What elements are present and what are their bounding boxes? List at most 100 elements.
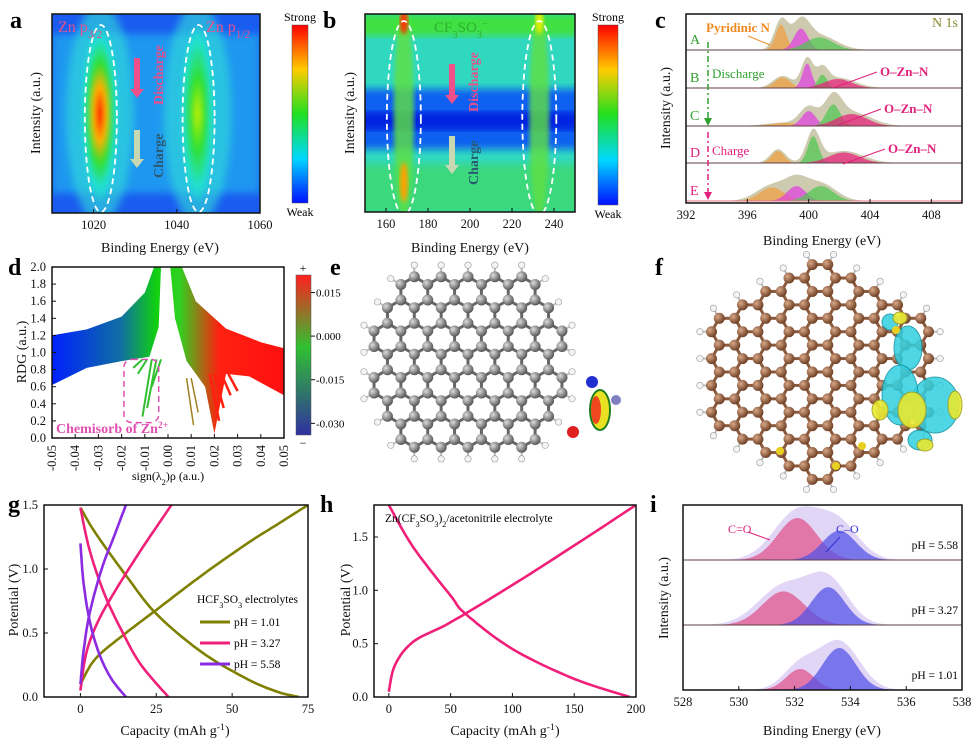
x-axis-label-part: )	[555, 724, 560, 739]
carbon-atom	[381, 364, 393, 376]
carbon-atom	[408, 410, 420, 422]
hydrogen-atom	[360, 395, 368, 403]
x-axis-label-part: Capacity (mAh g	[120, 724, 216, 739]
spike-points	[190, 378, 199, 413]
hydrogen-atom	[410, 455, 418, 463]
carbon-atom	[408, 364, 420, 376]
carbon-atom	[502, 341, 514, 352]
colorbar	[291, 24, 309, 204]
y-tick-label-part: 1.0	[30, 346, 46, 360]
carbon-atom	[775, 312, 787, 324]
positive-lambda-points	[170, 267, 284, 434]
carbon-atom	[868, 339, 880, 351]
legend-title-part: 3	[238, 601, 242, 610]
hydrogen-atom	[756, 459, 764, 467]
charge-label-part: Charge	[712, 143, 750, 158]
legend-title: HCF3SO3 electrolytes	[197, 594, 299, 610]
carbon-atom	[502, 294, 514, 306]
accumulation-isosurface	[871, 399, 889, 421]
x-tick-label-part: 0	[77, 702, 83, 716]
colorbar-plus-part: +	[300, 261, 307, 275]
y-tick-label: 0.5	[22, 626, 38, 640]
component-peak-co_single	[683, 530, 962, 560]
carbon-atom	[422, 325, 434, 337]
peak-intensity	[393, 14, 414, 212]
carbon-atom	[556, 325, 568, 337]
spectrum-label-part: E	[690, 184, 699, 199]
spike-points	[185, 378, 195, 426]
carbon-atom	[489, 302, 501, 314]
plot-frame	[51, 13, 261, 214]
chemisorption-region-box	[123, 358, 160, 424]
x-tick-label: -0.04	[68, 444, 82, 471]
c-double-o-label: C=O	[728, 522, 752, 536]
carbon-atom	[783, 272, 795, 284]
x-axis-label-part: Binding Energy (eV)	[763, 234, 881, 249]
carbon-atom	[822, 366, 834, 378]
x-tick-label-part: 200	[627, 702, 646, 716]
component-peak-ozn	[686, 152, 962, 163]
discharge-arrow-head	[130, 89, 144, 98]
carbon-atom	[799, 272, 810, 284]
x-tick-label: 0.02	[207, 445, 221, 467]
x-tick-label: 0	[386, 702, 392, 716]
electrolyte-label-part: )	[438, 513, 442, 525]
hydrogen-atom	[733, 445, 741, 453]
panel-label: f	[655, 255, 664, 281]
discharge-label-part: Discharge	[152, 45, 167, 105]
carbon-atom	[783, 460, 795, 472]
x-tick-label-part: 0	[386, 702, 392, 716]
hydrogen-atom	[830, 251, 838, 259]
carbon-atom	[868, 285, 880, 297]
colorbar-tick-label: -0.030	[316, 418, 345, 430]
carbon-atom	[435, 395, 447, 407]
scatter-points	[52, 267, 284, 434]
y-tick-label: 0.5	[352, 637, 368, 651]
carbon-atom	[830, 406, 841, 418]
spike-points	[132, 358, 144, 369]
plot-frame	[373, 504, 637, 698]
carbon-atom	[449, 325, 461, 337]
carbon-atom	[462, 441, 474, 453]
peak-max	[399, 14, 408, 34]
electrolyte-label-part: SO	[420, 513, 435, 525]
x-tick-label: 200	[627, 702, 646, 716]
y-axis-label: Intensity (a.u.)	[29, 72, 44, 154]
x-tick-label-part: 530	[729, 695, 748, 709]
x-tick-label: 528	[674, 695, 693, 709]
carbon-atom	[422, 387, 434, 399]
y-axis-label-part: RDG (a.u.)	[15, 320, 30, 383]
carbon-atom	[799, 406, 810, 418]
carbon-atom	[799, 326, 810, 338]
panel-label-part: h	[320, 492, 333, 518]
hydrogen-atom	[709, 432, 717, 440]
x-axis-label: sign(λ2)ρ (a.u.)	[132, 469, 204, 487]
plot-frame	[685, 13, 963, 204]
carbon-atom	[822, 447, 834, 459]
carbon-atom	[853, 420, 865, 432]
carbon-atom	[760, 447, 772, 459]
x-tick-label-part: 0.02	[207, 445, 221, 467]
carbon-atom	[876, 299, 888, 311]
x-tick-label: 50	[226, 702, 239, 716]
carbon-atom	[752, 326, 764, 338]
x-tick-label: -0.05	[45, 445, 59, 471]
x-axis-label: Binding Energy (eV)	[763, 724, 881, 739]
spectrum-label: A	[690, 33, 701, 48]
carbon-atom	[462, 395, 474, 407]
spectrum-label: pH = 5.58	[912, 540, 959, 552]
x-tick-label-part: 538	[953, 695, 972, 709]
carbon-atom	[737, 433, 748, 445]
x-axis-label: Capacity (mAh g-1)	[120, 722, 230, 740]
hydrogen-atom	[373, 418, 381, 426]
carbon-atom	[760, 420, 772, 432]
x-tick-label: 1040	[164, 218, 189, 232]
carbon-atom	[830, 299, 841, 311]
hydrogen-atom	[830, 485, 838, 493]
carbon-atom	[462, 410, 474, 422]
y-tick-label-part: 0.8	[30, 363, 46, 377]
doped-atom	[832, 462, 840, 470]
charge-arrow-head	[704, 192, 712, 200]
discharge-label: Discharge	[152, 45, 167, 105]
